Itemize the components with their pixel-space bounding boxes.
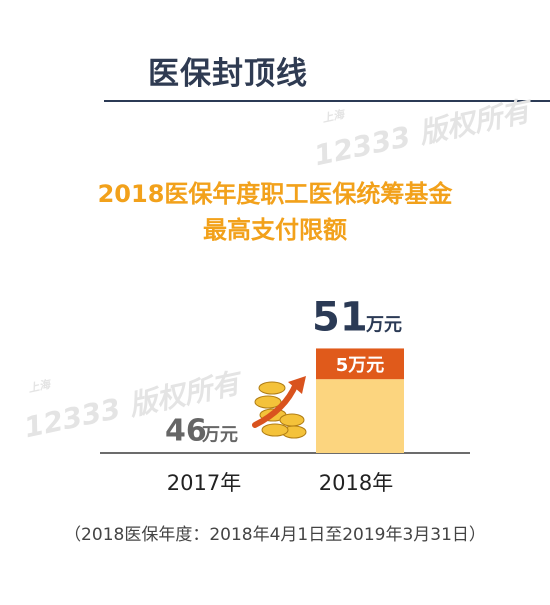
chart-title-line-1: 2018医保年度职工医保统筹基金 xyxy=(97,180,453,208)
increase-label: 5万元 xyxy=(336,355,385,376)
page-title: 医保封顶线 xyxy=(148,56,308,92)
value-unit-2017: 万元 xyxy=(201,425,238,446)
value-label-2017: 46 xyxy=(165,414,207,449)
bar-2018-base xyxy=(316,379,404,453)
header-divider xyxy=(104,100,550,102)
value-label-2018: 51 xyxy=(312,294,368,340)
coins-with-arrow-icon xyxy=(252,376,307,439)
bar-2018-increase xyxy=(316,348,404,380)
fiscal-year-footnote: （2018医保年度：2018年4月1日至2019年3月31日） xyxy=(64,525,486,545)
chart-title-line-2: 最高支付限额 xyxy=(203,216,347,244)
category-label-1: 2018年 xyxy=(319,471,393,495)
category-label-0: 2017年 xyxy=(167,471,241,495)
value-unit-2018: 万元 xyxy=(365,314,402,335)
